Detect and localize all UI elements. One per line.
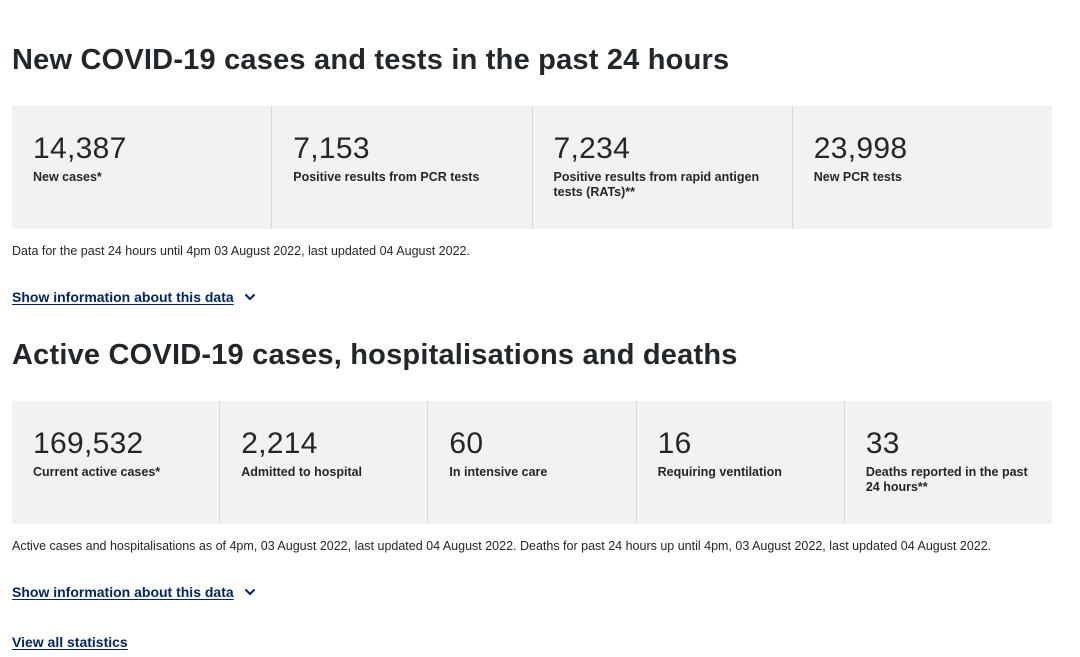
chevron-down-icon (244, 586, 256, 598)
stat-ventilation: 16 Requiring ventilation (635, 401, 844, 524)
data-note: Active cases and hospitalisations as of … (12, 539, 992, 553)
stat-intensive-care: 60 In intensive care (427, 401, 635, 524)
stat-label: New cases* (33, 170, 102, 184)
stat-value: 16 (657, 427, 692, 460)
stat-label: Positive results from rapid antigen test… (553, 170, 760, 199)
stat-value: 7,234 (553, 132, 631, 165)
stat-value: 60 (449, 427, 484, 460)
stat-pcr-positive: 7,153 Positive results from PCR tests (271, 106, 531, 229)
stat-hospital: 2,214 Admitted to hospital (219, 401, 427, 524)
stats-panel: 14,387 New cases* 7,153 Positive results… (12, 106, 1052, 229)
chevron-down-icon (244, 291, 256, 303)
stat-label: Positive results from PCR tests (293, 170, 480, 184)
stats-panel: 169,532 Current active cases* 2,214 Admi… (12, 401, 1052, 524)
view-all-statistics: View all statistics (12, 634, 128, 652)
stat-value: 2,214 (241, 427, 318, 460)
section-title: Active COVID-19 cases, hospitalisations … (12, 339, 738, 371)
stat-label: Admitted to hospital (241, 465, 363, 479)
stat-label: Requiring ventilation (657, 465, 782, 479)
stat-pcr-tests: 23,998 New PCR tests (791, 106, 1052, 229)
view-all-statistics-link[interactable]: View all statistics (12, 634, 128, 650)
stat-value: 7,153 (293, 132, 370, 165)
stat-label: Deaths reported in the past 24 hours** (865, 465, 1028, 494)
stat-label: Current active cases* (33, 465, 161, 479)
section-title: New COVID-19 cases and tests in the past… (12, 44, 730, 76)
data-note: Data for the past 24 hours until 4pm 03 … (12, 244, 470, 258)
stat-value: 23,998 (813, 132, 908, 165)
section-active-cases: Active COVID-19 cases, hospitalisations … (12, 337, 1052, 602)
stat-new-cases: 14,387 New cases* (12, 106, 271, 229)
stat-value: 14,387 (33, 132, 127, 165)
stat-value: 169,532 (33, 427, 144, 460)
show-info-toggle[interactable]: Show information about this data (12, 289, 256, 305)
show-info-link[interactable]: Show information about this data (12, 289, 234, 305)
show-info-link[interactable]: Show information about this data (12, 584, 234, 600)
section-new-cases: New COVID-19 cases and tests in the past… (12, 42, 1052, 307)
stat-value: 33 (865, 427, 900, 460)
stat-active-cases: 169,532 Current active cases* (12, 401, 219, 524)
show-info-toggle[interactable]: Show information about this data (12, 584, 256, 600)
stat-label: In intensive care (449, 465, 548, 479)
stat-rat-positive: 7,234 Positive results from rapid antige… (531, 106, 792, 229)
stat-label: New PCR tests (813, 170, 902, 184)
stat-deaths: 33 Deaths reported in the past 24 hours*… (843, 401, 1052, 524)
